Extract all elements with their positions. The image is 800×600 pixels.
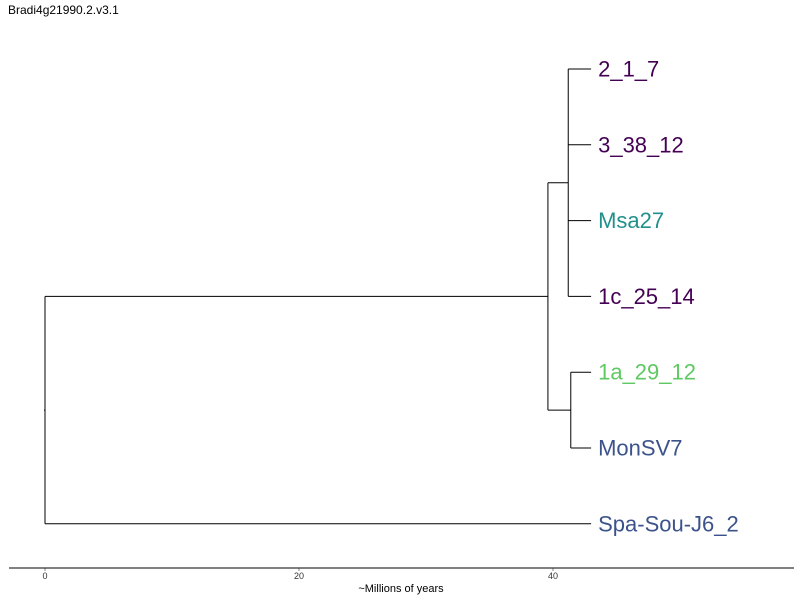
leaf-labels: 2_1_7 3_38_12 Msa27 1c_25_14 1a_29_12 MonSV7 S… [598,57,739,537]
leaf-label: 1a_29_12 [598,360,696,385]
tree-title: Bradi4g21990.2.v3.1 [8,3,119,17]
x-axis-tick-label: 20 [294,571,304,581]
x-axis-tick-label: 0 [42,571,47,581]
x-axis-ticks: 0 20 40 [42,568,558,581]
leaf-label: Msa27 [598,208,664,233]
leaf-label: MonSV7 [598,436,682,461]
x-axis-tick-label: 40 [548,571,558,581]
leaf-label: 1c_25_14 [598,284,695,309]
leaf-label: Spa-Sou-J6_2 [598,511,739,536]
x-axis: 0 20 40 ~Millions of years [9,567,794,595]
leaf-label: 3_38_12 [598,132,684,157]
tree-branches [44,68,592,525]
leaf-label: 2_1_7 [598,57,659,82]
x-axis-title: ~Millions of years [358,583,444,595]
